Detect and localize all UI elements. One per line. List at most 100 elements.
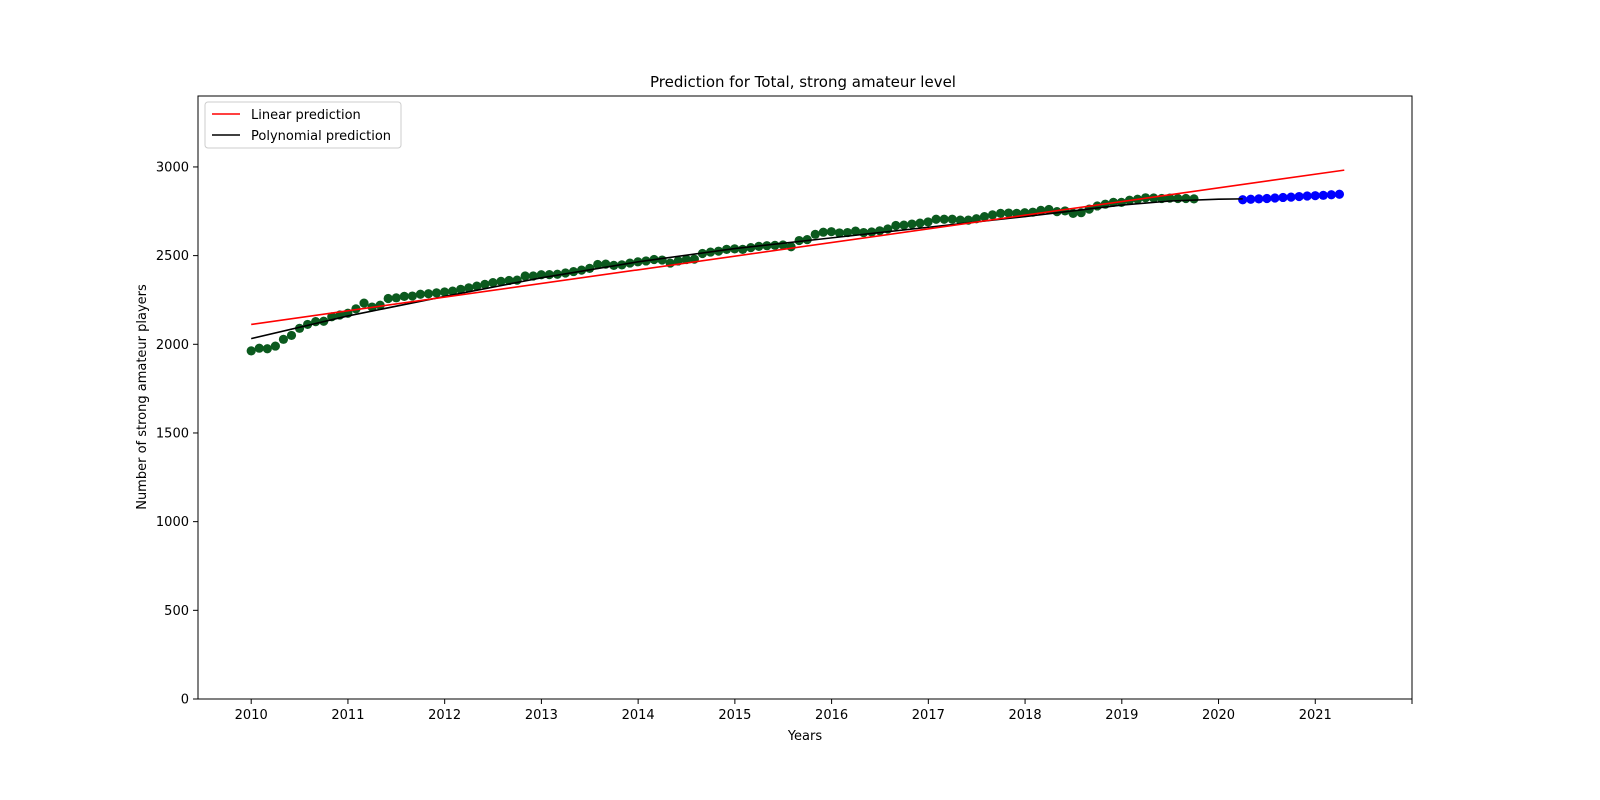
y-tick-label: 0 [181,693,189,708]
observed-point [1181,193,1191,204]
observed-point [383,293,393,304]
observed-point [850,226,861,236]
observed-point [415,289,426,299]
observed-point [826,227,836,237]
y-tick-label: 2500 [156,249,189,264]
observed-point [923,217,933,227]
y-axis-label: Number of strong amateur players [135,284,150,510]
observed-point [480,279,490,289]
predicted-point [1286,192,1296,202]
observed-point [818,227,828,237]
observed-point [576,265,587,275]
x-tick-label: 2010 [235,708,268,723]
predicted-point [1334,189,1345,199]
x-tick-label: 2018 [1009,708,1042,723]
x-tick-label: 2017 [912,708,945,723]
observed-point [1149,193,1159,203]
y-tick-label: 2000 [156,338,189,353]
observed-point [375,300,385,310]
legend-label-linear: Linear prediction [251,108,361,123]
observed-point [552,269,563,279]
polynomial-prediction-line [251,198,1243,340]
observed-point [351,304,361,314]
observed-point [456,284,466,294]
x-tick-label: 2016 [815,708,848,723]
x-tick-label: 2019 [1105,708,1138,723]
observed-point [286,330,297,341]
predicted-point [1326,190,1336,200]
observed-point [657,255,667,265]
observed-point [867,227,877,237]
predicted-point [1310,191,1320,201]
observed-point [585,263,595,273]
x-tick-label: 2011 [331,708,364,723]
observed-point [488,277,498,288]
observed-point [738,244,748,255]
predicted-point [1278,192,1288,203]
observed-point [391,293,401,303]
x-tick-label: 2021 [1299,708,1332,723]
observed-point [520,271,530,281]
predicted-point [1302,191,1312,201]
y-tick-label: 1500 [156,426,189,441]
observed-point [1004,208,1014,218]
observed-point [802,235,812,245]
observed-point [472,281,482,291]
x-tick-label: 2014 [622,708,655,723]
observed-point [875,226,885,236]
y-tick-label: 500 [164,604,189,619]
x-axis-label: Years [787,729,823,744]
axes: 2010 2011 2012 2013 2014 2015 2016 2017 2018 2019… [156,160,1413,723]
plot-area [246,169,1345,356]
observed-point [915,218,925,228]
observed-point [859,227,869,238]
observed-point [899,220,909,230]
observed-point [504,275,514,286]
observed-point [979,212,990,222]
predicted-point [1270,193,1280,203]
observed-point [359,298,369,308]
predicted-point [1238,195,1248,205]
observed-point [423,289,434,299]
observed-point [568,266,579,277]
observed-point [431,288,442,298]
observed-point [254,343,264,353]
observed-point [1189,194,1199,204]
observed-point [907,219,917,229]
observed-point [786,242,796,252]
observed-point [810,229,820,239]
observed-point [891,220,901,231]
observed-point [939,214,949,224]
linear-prediction-line [251,169,1345,326]
observed-point [399,291,409,302]
observed-point [987,210,998,220]
predicted-point [1262,193,1272,204]
x-tick-label: 2012 [428,708,461,723]
predicted-point [1246,194,1256,204]
legend-label-polynomial: Polynomial prediction [251,129,391,144]
y-tick-label: 3000 [156,160,189,175]
observed-point [947,214,957,224]
x-tick-label: 2015 [718,708,751,723]
observed-point [842,227,853,238]
observed-point [593,259,603,270]
predicted-point [1294,191,1304,202]
legend-box [204,101,402,149]
observed-point [560,268,571,278]
observed-point [270,341,280,351]
x-tick-label: 2013 [525,708,558,723]
observed-point [746,243,756,253]
observed-point [262,344,272,354]
observed-point [834,228,845,238]
observed-point [1173,193,1183,204]
observed-point [278,334,289,344]
observed-point [955,215,965,225]
observed-point [995,208,1006,219]
observed-point [794,235,804,246]
legend: Linear prediction Polynomial prediction [204,101,402,149]
observed-point [439,287,450,297]
observed-point [681,254,691,265]
observed-point [448,286,458,296]
observed-point [931,214,941,224]
